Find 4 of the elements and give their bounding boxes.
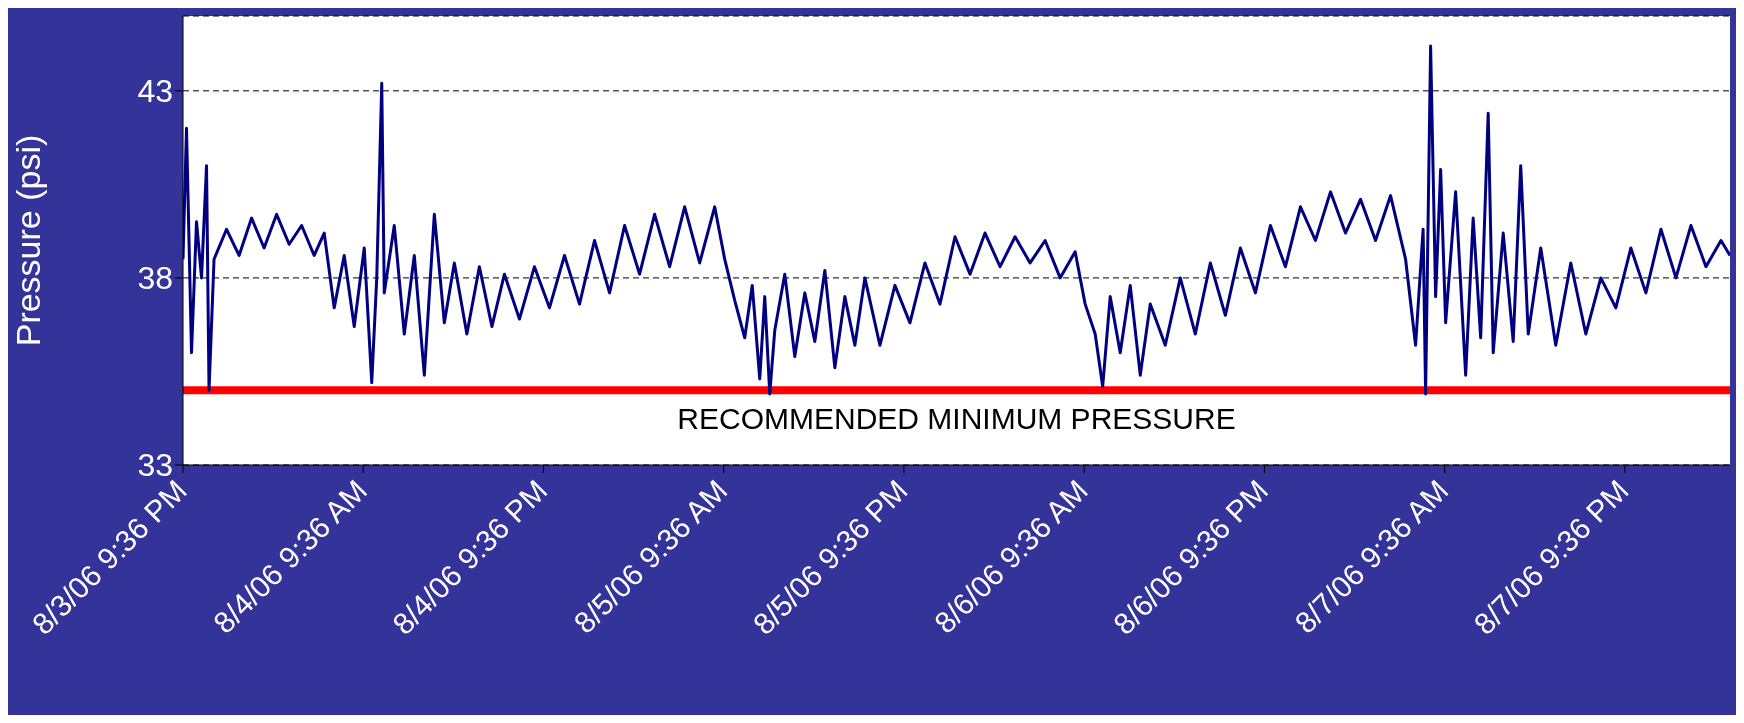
y-tick-label: 43: [137, 73, 173, 110]
ref-line-label: RECOMMENDED MINIMUM PRESSURE: [677, 402, 1236, 436]
y-axis-title: Pressure (psi): [9, 134, 48, 347]
y-tick-label: 38: [137, 260, 173, 297]
